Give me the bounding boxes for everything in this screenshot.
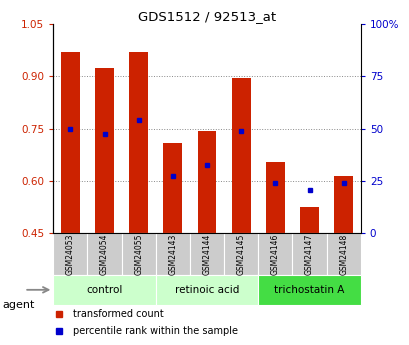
Text: retinoic acid: retinoic acid: [174, 285, 239, 295]
Text: GSM24146: GSM24146: [270, 234, 279, 275]
Text: GSM24144: GSM24144: [202, 234, 211, 275]
FancyBboxPatch shape: [53, 234, 87, 275]
Text: GSM24147: GSM24147: [304, 234, 313, 275]
Text: percentile rank within the sample: percentile rank within the sample: [73, 326, 238, 336]
Text: GSM24148: GSM24148: [338, 234, 347, 275]
FancyBboxPatch shape: [258, 275, 360, 305]
Text: transformed count: transformed count: [73, 309, 164, 319]
FancyBboxPatch shape: [121, 234, 155, 275]
FancyBboxPatch shape: [189, 234, 224, 275]
Text: GSM24054: GSM24054: [100, 233, 109, 275]
Bar: [265, 162, 284, 234]
Text: agent: agent: [2, 300, 34, 310]
Bar: [299, 207, 318, 234]
Text: trichostatin A: trichostatin A: [274, 285, 344, 295]
FancyBboxPatch shape: [258, 234, 292, 275]
FancyBboxPatch shape: [326, 234, 360, 275]
Bar: [231, 78, 250, 234]
Bar: [95, 68, 114, 234]
FancyBboxPatch shape: [224, 234, 258, 275]
Text: GSM24143: GSM24143: [168, 234, 177, 275]
Bar: [163, 143, 182, 234]
FancyBboxPatch shape: [292, 234, 326, 275]
Text: GSM24053: GSM24053: [66, 233, 75, 275]
FancyBboxPatch shape: [53, 275, 155, 305]
Bar: [61, 52, 80, 234]
FancyBboxPatch shape: [155, 275, 258, 305]
Text: control: control: [86, 285, 122, 295]
FancyBboxPatch shape: [87, 234, 121, 275]
FancyBboxPatch shape: [155, 234, 189, 275]
Bar: [129, 52, 148, 234]
Bar: [333, 176, 352, 234]
Bar: [197, 130, 216, 234]
Text: GSM24145: GSM24145: [236, 234, 245, 275]
Text: GSM24055: GSM24055: [134, 233, 143, 275]
Title: GDS1512 / 92513_at: GDS1512 / 92513_at: [138, 10, 275, 23]
